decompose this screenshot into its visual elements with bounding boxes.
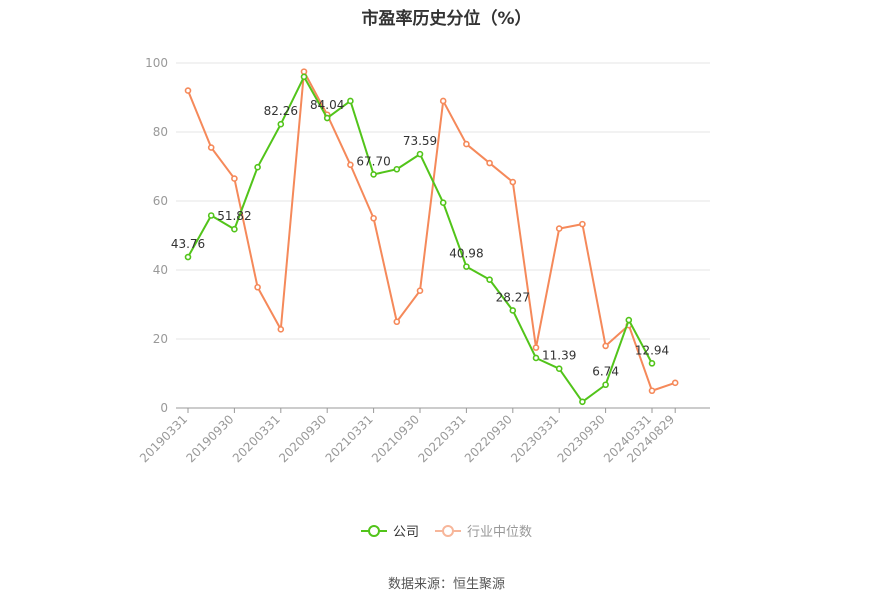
series-point-1[interactable] [184,87,192,94]
series-point-1[interactable] [439,97,447,105]
series-point-0[interactable] [648,360,656,367]
series-point-1[interactable] [416,287,424,295]
data-label: 43.76 [171,237,205,251]
data-labels: 43.76 51.82 82.26 84.04 67.70 73.59 40.98 28.27… [171,98,669,379]
legend-industry-label: 行业中位数 [467,525,533,540]
legend-industry-marker-icon [435,524,461,537]
series-point-0[interactable] [254,163,261,171]
series-point-0[interactable] [347,97,354,105]
series-point-1[interactable] [300,68,308,75]
series-point-1[interactable] [602,342,609,350]
series-point-0[interactable] [184,253,192,261]
series-point-1[interactable] [370,214,377,222]
series-point-0[interactable] [277,120,285,128]
legend-item-industry-median[interactable]: 行业中位数 [435,521,532,540]
data-label: 6.74 [592,365,619,379]
series-point-1[interactable] [231,175,238,182]
series-point-0[interactable] [509,307,517,314]
y-tick-label: 80 [153,125,168,139]
data-label: 28.27 [496,290,530,304]
legend-company-marker-icon [360,524,387,537]
series-point-0[interactable] [370,171,377,178]
y-tick-label: 60 [153,194,168,208]
data-label: 12.94 [635,343,669,357]
series-point-1[interactable] [393,318,401,326]
series-point-0[interactable] [207,212,215,219]
series-point-1[interactable] [277,326,285,333]
data-label: 11.39 [542,349,576,363]
series-point-1[interactable] [671,379,679,387]
series-line-0 [187,75,653,403]
series-point-0[interactable] [625,316,633,324]
series-point-1[interactable] [486,159,493,167]
x-tick-label: 20190930 [183,412,236,465]
series-point-1[interactable] [207,144,215,151]
series-point-0[interactable] [555,365,563,373]
series-line-1 [187,70,676,392]
series-lines [184,68,679,406]
y-tick-label: 0 [160,401,168,415]
series-point-0[interactable] [439,199,447,207]
series-point-1[interactable] [579,220,586,228]
series-point-0[interactable] [393,165,401,173]
data-label: 73.59 [403,134,437,148]
series-point-1[interactable] [555,225,563,232]
x-tick-label: 20210331 [323,412,376,465]
y-tick-label: 100 [145,56,168,70]
series-point-1[interactable] [347,161,354,169]
x-tick-label: 20200930 [276,412,329,465]
data-label: 82.26 [264,104,298,118]
series-point-1[interactable] [509,178,517,186]
y-tick-label: 20 [153,332,168,346]
x-tick-label: 20190331 [137,412,190,465]
x-tick-label: 20220331 [415,412,468,465]
series-point-1[interactable] [254,283,261,291]
x-tick-label: 20200331 [230,412,283,465]
series-point-0[interactable] [486,276,493,283]
legend-item-company[interactable]: 公司 [360,521,419,540]
series-point-0[interactable] [300,73,308,81]
series-point-1[interactable] [463,140,470,148]
x-tick-label: 20210930 [369,412,422,465]
source-note: 数据来源：恒生聚源 [387,577,505,592]
x-tick-label: 20220930 [462,412,515,465]
series-point-0[interactable] [416,150,424,158]
y-tick-label: 40 [153,263,168,277]
data-label: 40.98 [449,247,483,261]
x-tick-label: 20230930 [555,412,608,465]
data-label: 51.82 [217,209,251,223]
series-point-0[interactable] [231,225,238,233]
series-point-0[interactable] [532,354,540,362]
data-label: 84.04 [310,98,344,112]
legend: 公司 行业中位数 [0,521,893,540]
series-point-1[interactable] [532,344,540,351]
series-point-0[interactable] [579,398,586,406]
x-tick-label: 20230331 [508,412,561,465]
series-point-0[interactable] [323,114,331,122]
chart-title: 市盈率历史分位（%） [361,9,532,29]
legend-company-label: 公司 [392,525,419,540]
series-point-1[interactable] [648,387,656,395]
series-point-0[interactable] [463,263,470,270]
series-point-0[interactable] [602,381,609,389]
data-label: 67.70 [356,154,390,168]
